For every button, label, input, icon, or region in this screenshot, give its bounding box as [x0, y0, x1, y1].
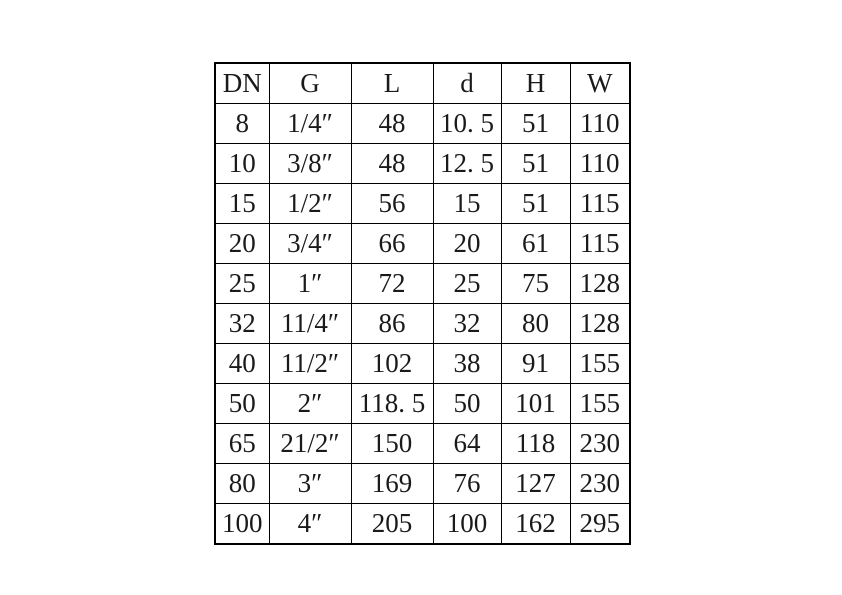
table-cell: 25 — [214, 263, 270, 304]
table-cell: 12. 5 — [432, 143, 502, 184]
table-cell: 3/4″ — [268, 223, 352, 264]
table-row: 100 4″ 205 100 162 295 — [214, 503, 631, 545]
table-cell: 86 — [350, 303, 434, 344]
table-cell: 1″ — [268, 263, 352, 304]
table-cell: 4″ — [268, 503, 352, 545]
table-cell: 51 — [500, 143, 571, 184]
table-cell: 38 — [432, 343, 502, 384]
table-cell: 3/8″ — [268, 143, 352, 184]
table-cell: 110 — [569, 103, 631, 144]
table-row: 25 1″ 72 25 75 128 — [214, 263, 631, 304]
table-cell: 48 — [350, 143, 434, 184]
table-cell: 10 — [214, 143, 270, 184]
table-cell: 100 — [432, 503, 502, 545]
table-cell: 127 — [500, 463, 571, 504]
header-cell: H — [500, 62, 571, 104]
table-cell: 3″ — [268, 463, 352, 504]
table-cell: 102 — [350, 343, 434, 384]
table-cell: 115 — [569, 223, 631, 264]
header-cell: L — [350, 62, 434, 104]
table-cell: 76 — [432, 463, 502, 504]
table-cell: 32 — [432, 303, 502, 344]
table-cell: 72 — [350, 263, 434, 304]
table-cell: 118. 5 — [350, 383, 434, 424]
table-cell: 50 — [214, 383, 270, 424]
table-cell: 20 — [432, 223, 502, 264]
table-row: 8 1/4″ 48 10. 5 51 110 — [214, 103, 631, 144]
table-cell: 25 — [432, 263, 502, 304]
table-cell: 64 — [432, 423, 502, 464]
table-row: 32 11/4″ 86 32 80 128 — [214, 303, 631, 344]
table-cell: 40 — [214, 343, 270, 384]
table-cell: 150 — [350, 423, 434, 464]
table-row: 15 1/2″ 56 15 51 115 — [214, 183, 631, 224]
table-cell: 128 — [569, 263, 631, 304]
table-cell: 128 — [569, 303, 631, 344]
table-row: 10 3/8″ 48 12. 5 51 110 — [214, 143, 631, 184]
table-cell: 1/4″ — [268, 103, 352, 144]
header-cell: DN — [214, 62, 270, 104]
header-cell: G — [268, 62, 352, 104]
table-cell: 65 — [214, 423, 270, 464]
table-cell: 155 — [569, 343, 631, 384]
table-body: 8 1/4″ 48 10. 5 51 110 10 3/8″ 48 12. 5 51 110 15 1/2… — [214, 103, 631, 545]
table-cell: 66 — [350, 223, 434, 264]
header-cell: W — [569, 62, 631, 104]
table-cell: 11/2″ — [268, 343, 352, 384]
table-cell: 295 — [569, 503, 631, 545]
table-cell: 20 — [214, 223, 270, 264]
table-cell: 56 — [350, 183, 434, 224]
table-row: 80 3″ 169 76 127 230 — [214, 463, 631, 504]
table-cell: 118 — [500, 423, 571, 464]
table-cell: 51 — [500, 103, 571, 144]
table-cell: 32 — [214, 303, 270, 344]
table-cell: 169 — [350, 463, 434, 504]
table-cell: 80 — [214, 463, 270, 504]
table-cell: 1/2″ — [268, 183, 352, 224]
table-cell: 50 — [432, 383, 502, 424]
table-cell: 15 — [214, 183, 270, 224]
table-cell: 15 — [432, 183, 502, 224]
table-row: 40 11/2″ 102 38 91 155 — [214, 343, 631, 384]
table-cell: 2″ — [268, 383, 352, 424]
table-cell: 51 — [500, 183, 571, 224]
table-cell: 230 — [569, 423, 631, 464]
table-cell: 230 — [569, 463, 631, 504]
table-cell: 100 — [214, 503, 270, 545]
table-cell: 91 — [500, 343, 571, 384]
table-cell: 11/4″ — [268, 303, 352, 344]
header-cell: d — [432, 62, 502, 104]
table-row: 65 21/2″ 150 64 118 230 — [214, 423, 631, 464]
table-cell: 8 — [214, 103, 270, 144]
table-cell: 115 — [569, 183, 631, 224]
table-cell: 101 — [500, 383, 571, 424]
table-cell: 162 — [500, 503, 571, 545]
table-row: 20 3/4″ 66 20 61 115 — [214, 223, 631, 264]
table-cell: 110 — [569, 143, 631, 184]
table-cell: 10. 5 — [432, 103, 502, 144]
table-cell: 21/2″ — [268, 423, 352, 464]
table-cell: 75 — [500, 263, 571, 304]
table-cell: 48 — [350, 103, 434, 144]
table-cell: 61 — [500, 223, 571, 264]
table-cell: 205 — [350, 503, 434, 545]
table-cell: 80 — [500, 303, 571, 344]
table-cell: 155 — [569, 383, 631, 424]
table-row: 50 2″ 118. 5 50 101 155 — [214, 383, 631, 424]
